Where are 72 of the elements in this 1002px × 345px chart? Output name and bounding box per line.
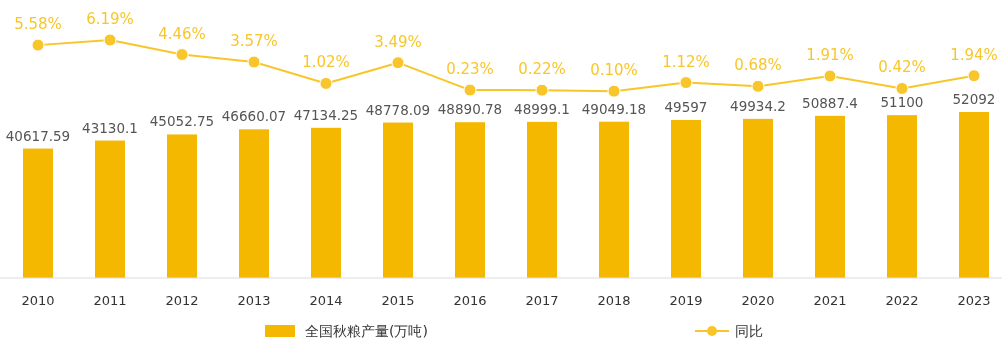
bar — [887, 115, 917, 278]
bar — [95, 140, 125, 278]
data-label: 48999.1 — [514, 100, 570, 117]
data-label: 1.12% — [662, 52, 710, 71]
x-tick-label: 2021 — [813, 293, 847, 308]
data-label: 3.49% — [374, 32, 422, 51]
data-label: 48778.09 — [365, 101, 431, 118]
point — [895, 81, 909, 95]
data-label: 0.10% — [590, 61, 638, 80]
data-label: 50887.4 — [802, 94, 858, 111]
point — [967, 69, 981, 83]
bar — [959, 112, 989, 278]
legend-label: 全国秋粮产量(万吨) — [305, 323, 428, 339]
data-label: 49934.2 — [730, 97, 786, 114]
x-tick-label: 2017 — [525, 293, 559, 308]
data-label: 1.02% — [302, 53, 350, 72]
data-label: 49597 — [664, 98, 708, 115]
data-label: 5.58% — [14, 15, 62, 34]
data-label: 0.42% — [878, 58, 926, 77]
bar — [455, 122, 485, 278]
data-label: 1.94% — [950, 45, 998, 64]
bar — [239, 129, 269, 278]
data-label: 40617.59 — [5, 127, 71, 144]
x-tick-label: 2020 — [741, 293, 775, 308]
data-label: 43130.1 — [82, 119, 138, 136]
bar — [743, 118, 773, 278]
x-tick-label: 2014 — [309, 293, 343, 308]
x-tick-label: 2015 — [381, 293, 415, 308]
data-label: 48890.78 — [437, 101, 503, 118]
point — [103, 33, 117, 47]
point — [607, 84, 621, 98]
data-label: 6.19% — [86, 10, 134, 28]
data-label: 0.23% — [446, 60, 494, 79]
data-label: 51100 — [880, 94, 924, 111]
bar — [815, 115, 845, 278]
bar — [167, 134, 197, 278]
point — [319, 76, 333, 90]
data-label: 52092 — [952, 91, 996, 107]
bar — [527, 121, 557, 278]
data-label: 49049.18 — [581, 100, 647, 117]
point — [247, 55, 261, 69]
data-label: 4.46% — [158, 24, 206, 43]
data-label: 0.22% — [518, 60, 566, 79]
data-label: 3.57% — [230, 32, 278, 51]
x-tick-label: 2018 — [597, 293, 631, 308]
point — [463, 83, 477, 97]
data-label: 0.68% — [734, 56, 782, 75]
point — [823, 69, 837, 83]
point — [391, 56, 405, 70]
bar — [311, 127, 341, 278]
x-tick-label: 2023 — [957, 293, 991, 308]
point — [535, 83, 549, 97]
point — [751, 79, 765, 93]
x-tick-label: 2022 — [885, 293, 919, 308]
x-tick-label: 2019 — [669, 293, 703, 308]
point — [31, 38, 45, 52]
bar — [671, 119, 701, 278]
bar — [383, 122, 413, 278]
x-tick-label: 2016 — [453, 293, 487, 308]
x-tick-label: 2011 — [93, 293, 127, 308]
x-tick-label: 2013 — [237, 293, 271, 308]
bar — [599, 121, 629, 278]
data-label: 47134.25 — [293, 106, 359, 123]
data-label: 46660.07 — [221, 108, 287, 125]
x-tick-label: 2012 — [165, 293, 199, 308]
bar — [23, 148, 53, 278]
data-label: 45052.75 — [149, 113, 215, 130]
point — [679, 76, 693, 90]
legend-label: 同比 — [735, 323, 763, 339]
point — [175, 48, 189, 62]
x-tick-label: 2010 — [21, 293, 55, 308]
data-label: 1.91% — [806, 45, 854, 64]
